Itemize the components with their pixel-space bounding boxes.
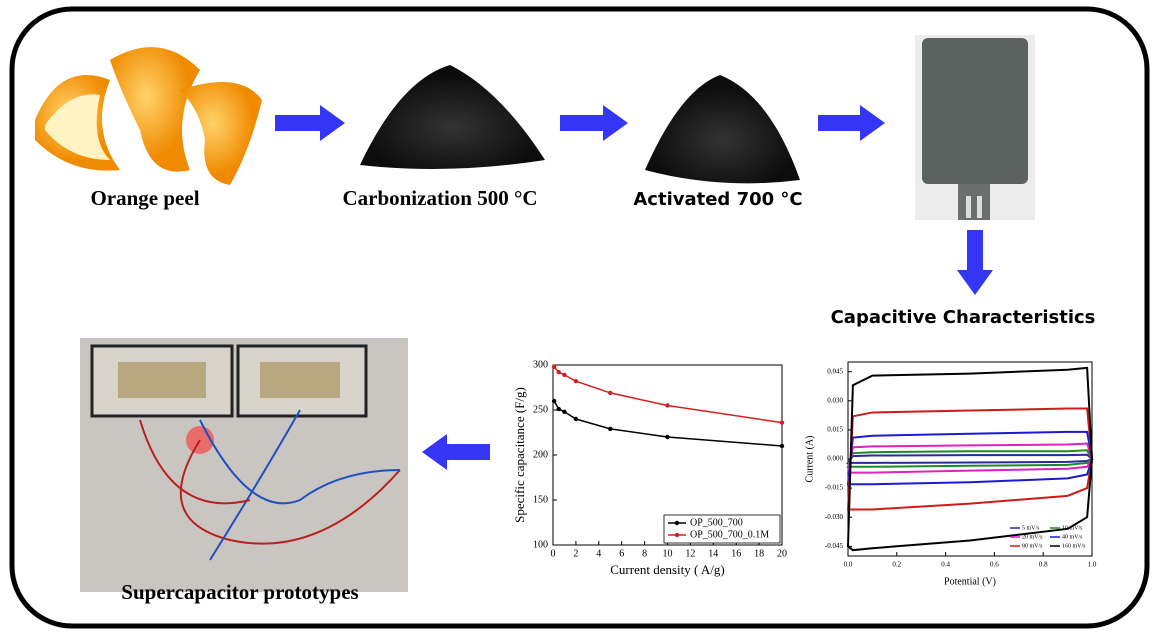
y-tick-label: -0.015 — [825, 484, 844, 492]
x-tick-label: 20 — [777, 548, 787, 559]
step-label: Supercapacitor prototypes — [121, 580, 358, 604]
x-tick-label: 0.0 — [844, 561, 853, 569]
y-tick-label: -0.030 — [825, 513, 844, 521]
y-tick-label: 0.030 — [827, 396, 843, 404]
legend-marker — [674, 520, 680, 526]
y-axis-label: Current (A) — [804, 436, 815, 483]
point — [562, 372, 567, 378]
step-label: Activated 700 °C — [633, 189, 802, 210]
x-tick-label: 10 — [663, 548, 673, 559]
x-tick-label: 0.6 — [990, 561, 999, 569]
x-tick-label: 18 — [754, 548, 764, 559]
point — [573, 416, 579, 422]
x-tick-label: 16 — [731, 548, 741, 559]
point — [551, 364, 557, 369]
prototype-photo — [80, 338, 408, 592]
x-tick-label: 0.2 — [892, 561, 901, 569]
point — [779, 420, 785, 425]
legend-box — [663, 514, 781, 544]
y-tick-label: 250 — [533, 404, 548, 415]
legend-label: 10 mV/s — [1062, 525, 1083, 531]
series-line — [846, 366, 1094, 552]
x-tick-label: 0 — [551, 548, 556, 559]
x-axis-label: Current density ( A/g) — [610, 562, 724, 577]
x-tick-label: 4 — [596, 548, 601, 559]
y-tick-label: 0.015 — [827, 426, 843, 434]
y-tick-label: 300 — [533, 359, 548, 370]
y-axis-label: Specific capacitance (F/g) — [512, 387, 527, 523]
point — [573, 379, 579, 384]
point — [556, 406, 561, 412]
point — [779, 443, 785, 449]
step-label: Carbonization 500 °C — [342, 186, 537, 210]
point — [665, 434, 670, 440]
point — [551, 398, 557, 404]
legend-marker — [674, 532, 680, 538]
legend-label: 160 mV/s — [1062, 543, 1086, 549]
legend-label: 5 mV/s — [1022, 525, 1040, 531]
x-tick-label: 14 — [708, 548, 718, 559]
step-label: Orange peel — [90, 186, 199, 210]
y-tick-label: 200 — [533, 449, 548, 460]
x-tick-label: 0.8 — [1039, 561, 1048, 569]
x-tick-label: 2 — [573, 548, 578, 559]
y-tick-label: -0.045 — [825, 542, 844, 550]
legend-label: OP_500_700_0.1M — [690, 529, 769, 540]
step-label: Capacitive Characteristics — [831, 307, 1096, 328]
point — [608, 390, 613, 396]
point — [556, 370, 561, 375]
legend-label: OP_500_700 — [690, 517, 743, 528]
orange-peel-image — [35, 47, 262, 185]
y-tick-label: 100 — [533, 539, 548, 550]
point — [665, 403, 670, 408]
x-tick-label: 8 — [642, 548, 647, 559]
x-tick-label: 1.0 — [1088, 561, 1097, 569]
x-tick-label: 12 — [685, 548, 695, 559]
x-tick-label: 6 — [619, 548, 624, 559]
carbon-powder-image — [360, 65, 545, 169]
legend-label: 40 mV/s — [1062, 534, 1083, 540]
point — [562, 409, 567, 414]
x-tick-label: 0.4 — [941, 561, 950, 569]
point — [608, 426, 613, 432]
y-tick-label: 0.045 — [827, 367, 843, 375]
legend-label: 20 mV/s — [1022, 534, 1043, 540]
x-axis-label: Potential (V) — [944, 576, 996, 587]
y-tick-label: 0.000 — [827, 455, 843, 463]
activated-powder-image — [645, 75, 800, 184]
arrows — [275, 105, 993, 470]
y-tick-label: 150 — [533, 494, 548, 505]
legend-label: 80 mV/s — [1022, 543, 1043, 549]
electrode-image — [915, 35, 1035, 220]
